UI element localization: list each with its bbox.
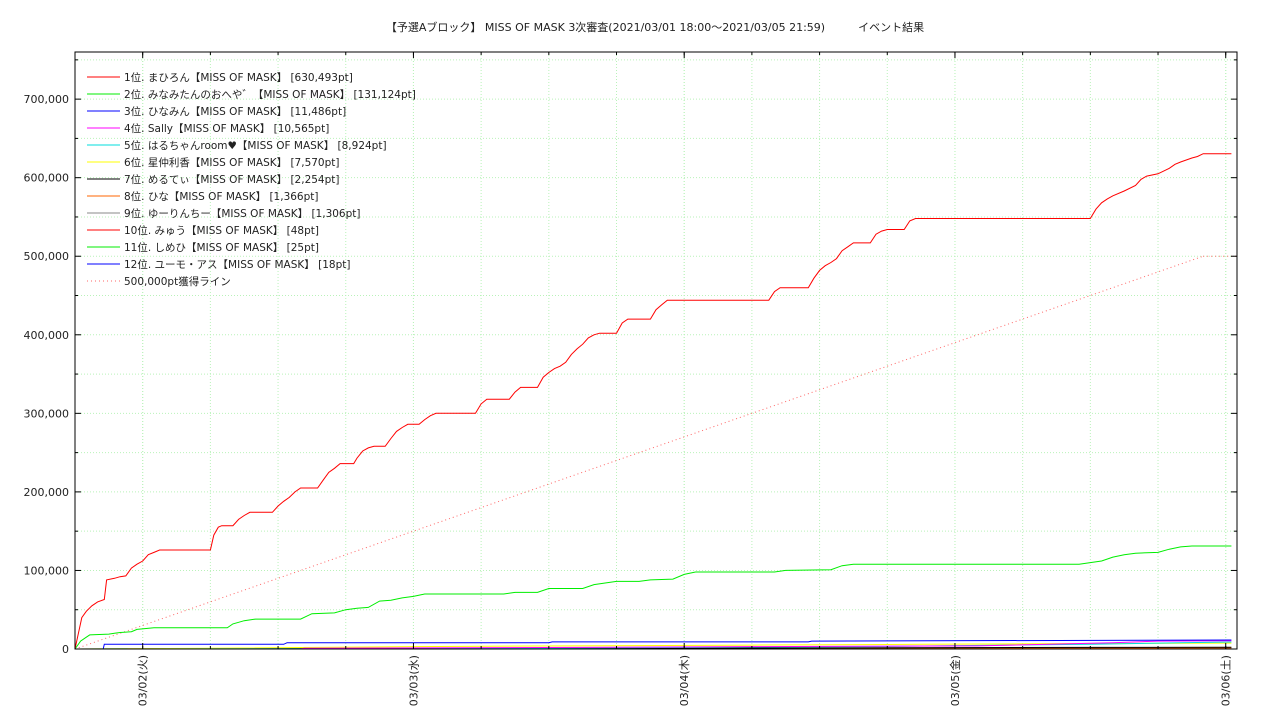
series-line (74, 545, 1232, 650)
chart-title: 【予選Aブロック】 MISS OF MASK 3次審査(2021/03/01 1… (386, 20, 924, 34)
legend-label: 2位. みなみたんのおへや゛【MISS OF MASK】 [131,124pt] (124, 88, 416, 101)
series-line (74, 153, 1232, 650)
y-tick-label: 300,000 (24, 407, 70, 420)
legend-label: 1位. まひろん【MISS OF MASK】 [630,493pt] (124, 71, 353, 84)
series-line (75, 639, 1232, 650)
y-tick-label: 100,000 (24, 564, 70, 577)
y-tick-label: 400,000 (24, 329, 70, 342)
plot-frame (74, 51, 1238, 650)
y-tick-label: 0 (62, 643, 69, 656)
legend-label: 4位. Sally【MISS OF MASK】 [10,565pt] (124, 122, 329, 135)
legend-label: 8位. ひな【MISS OF MASK】 [1,366pt] (124, 190, 319, 203)
legend-label: 500,000pt獲得ライン (124, 275, 231, 288)
x-tick-label: 03/03(水) (407, 655, 420, 706)
legend-label: 9位. ゆーりんちー【MISS OF MASK】 [1,306pt] (124, 207, 361, 220)
y-tick-label: 500,000 (24, 250, 70, 263)
legend: 1位. まひろん【MISS OF MASK】 [630,493pt] 2位. みな… (87, 71, 416, 288)
y-tick-label: 600,000 (24, 172, 70, 185)
y-tick-label: 700,000 (24, 93, 70, 106)
legend-label: 6位. 星仲利香【MISS OF MASK】 [7,570pt] (124, 156, 340, 169)
legend-label: 11位. しめひ【MISS OF MASK】 [25pt] (124, 241, 319, 254)
legend-label: 12位. ユーモ・アス【MISS OF MASK】 [18pt] (124, 258, 350, 271)
axis-layer: 0 100,000 200,000 300,000 400,000 500,000 600,… (24, 52, 1237, 706)
legend-label: 3位. ひなみん【MISS OF MASK】 [11,486pt] (124, 105, 346, 118)
x-tick-label: 03/05(金) (948, 655, 962, 706)
legend-label: 5位. はるちゃんroom♥【MISS OF MASK】 [8,924pt] (124, 139, 387, 152)
legend-label: 10位. みゅう【MISS OF MASK】 [48pt] (124, 224, 319, 237)
y-tick-label: 200,000 (24, 486, 70, 499)
x-tick-label: 03/02(火) (137, 655, 150, 706)
legend-label: 7位. めるてぃ【MISS OF MASK】 [2,254pt] (124, 173, 340, 186)
x-tick-label: 03/04(木) (678, 655, 691, 706)
x-tick-label: 03/06(土) (1220, 655, 1233, 706)
